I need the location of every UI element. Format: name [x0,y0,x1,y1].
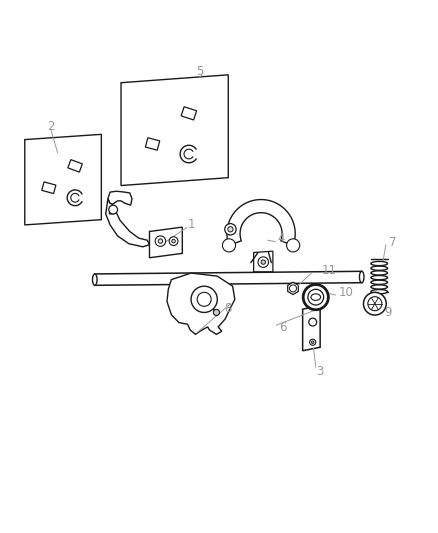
Polygon shape [108,191,132,205]
Circle shape [169,237,177,246]
Polygon shape [68,160,82,172]
Polygon shape [42,182,56,193]
Ellipse shape [370,280,387,285]
Text: 2: 2 [47,120,55,133]
Ellipse shape [370,276,387,280]
Ellipse shape [307,292,323,303]
Circle shape [367,297,381,311]
Text: 1: 1 [187,219,194,231]
Text: 9: 9 [383,306,391,319]
Circle shape [197,292,211,306]
Circle shape [224,224,236,235]
Circle shape [302,284,328,310]
Ellipse shape [359,271,363,282]
Ellipse shape [310,294,320,301]
Text: 8: 8 [224,302,231,314]
Polygon shape [302,305,319,351]
Text: 6: 6 [279,321,286,334]
Ellipse shape [370,289,387,294]
Polygon shape [149,227,182,258]
Circle shape [307,289,323,305]
Polygon shape [226,199,294,245]
Ellipse shape [370,271,387,275]
Text: 11: 11 [321,264,336,277]
Ellipse shape [92,274,97,285]
Circle shape [171,239,175,243]
Circle shape [261,260,265,264]
Ellipse shape [370,285,387,289]
Circle shape [363,292,385,315]
Polygon shape [166,273,234,334]
Polygon shape [106,199,149,247]
Ellipse shape [370,261,387,265]
Text: 3: 3 [316,365,323,378]
Circle shape [155,236,165,246]
Polygon shape [287,282,298,295]
Polygon shape [121,75,228,185]
Circle shape [258,257,268,268]
Circle shape [109,205,117,214]
Text: 7: 7 [388,236,395,249]
Circle shape [191,286,217,312]
Circle shape [308,318,316,326]
Text: 10: 10 [338,286,353,299]
Text: 5: 5 [196,65,203,78]
Polygon shape [145,138,159,150]
Circle shape [311,341,313,344]
Polygon shape [253,251,272,272]
Polygon shape [109,206,114,214]
Polygon shape [25,134,101,225]
Circle shape [213,309,219,316]
Polygon shape [181,107,196,120]
Circle shape [289,285,296,292]
Text: 4: 4 [276,231,284,245]
Circle shape [222,239,235,252]
Circle shape [158,239,162,243]
Circle shape [286,239,299,252]
Circle shape [309,339,315,345]
Circle shape [303,285,327,309]
Polygon shape [95,271,361,285]
Ellipse shape [370,266,387,270]
Circle shape [227,227,233,232]
